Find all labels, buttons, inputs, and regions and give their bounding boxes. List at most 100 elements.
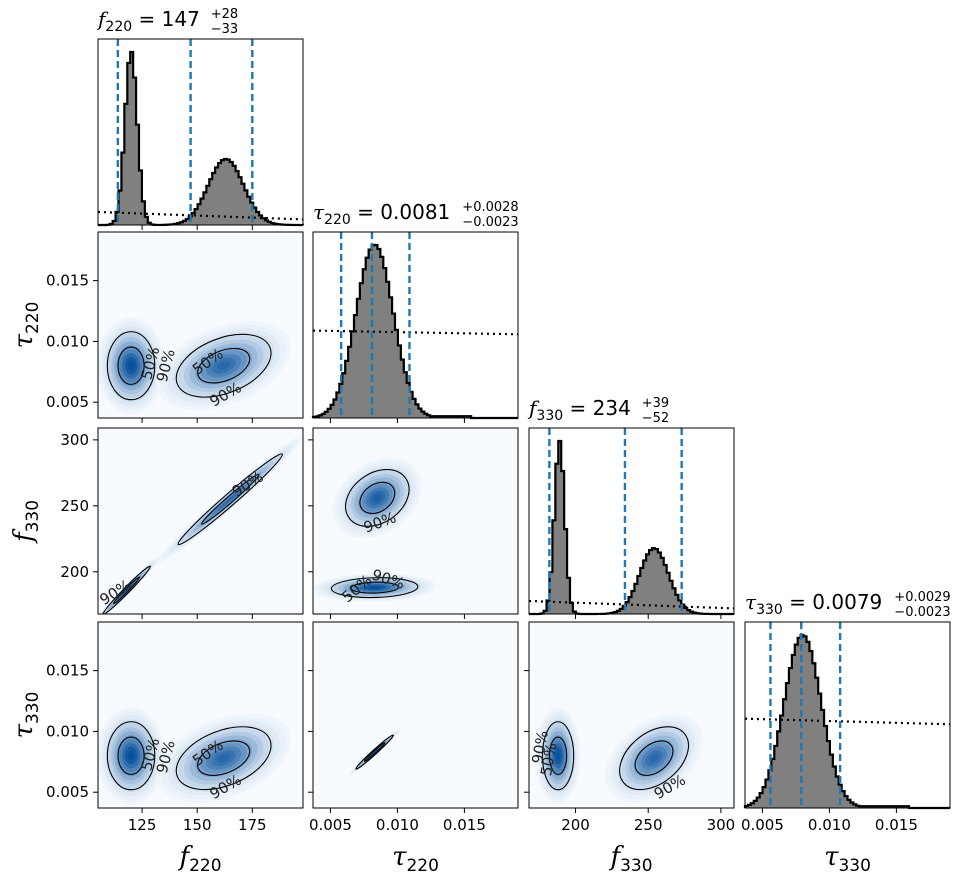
panel-title-err-plus: +0.0029: [894, 590, 950, 605]
histogram-fill: [313, 245, 518, 418]
y-axis-label-tau330: τ330: [9, 692, 43, 739]
x-tick-label: 0.015: [443, 816, 486, 834]
contour-label: 50%: [537, 741, 561, 777]
histogram-f330: [528, 428, 735, 616]
x-tick-label: 300: [707, 816, 736, 834]
density-blob: [156, 713, 291, 803]
density-blob: [98, 707, 165, 804]
density-blob: [98, 317, 165, 414]
density-level: [555, 750, 561, 761]
x-tick-label: 200: [561, 816, 590, 834]
density-level: [123, 586, 130, 594]
y-tick-label: 0.015: [46, 272, 89, 290]
y-tick-label: 0.010: [46, 332, 89, 350]
y-tick-label: 0.015: [46, 662, 89, 680]
histogram-outline: [743, 633, 950, 810]
contour-50: [113, 576, 141, 605]
x-axis-label-f220: f220: [177, 842, 221, 876]
density-blob: [313, 573, 436, 602]
x-tick-label: 0.010: [808, 816, 851, 834]
density-panel-f330-vs-tau220: [313, 428, 518, 614]
panel-frame: [744, 621, 951, 809]
y-axis-label-tau220: τ220: [9, 302, 43, 349]
contour-90: [102, 565, 151, 614]
contour-label: 90%: [528, 729, 552, 765]
histogram-outline: [311, 243, 518, 420]
contour-90: [330, 577, 419, 599]
prior-curve: [97, 210, 304, 221]
histogram-fill: [745, 635, 950, 808]
panel-frame: [97, 427, 304, 615]
contour-90: [175, 726, 272, 791]
panel-frame: [528, 427, 735, 615]
panel-title-err-minus: −0.0023: [894, 605, 950, 620]
panel-frame: [312, 231, 519, 419]
contour-90: [345, 469, 410, 527]
panel-title-err-plus: +39: [642, 396, 669, 411]
density-blob: [605, 713, 703, 803]
x-tick-label: 150: [183, 816, 212, 834]
panel-title-tau220: τ220 = 0.0081: [313, 200, 450, 228]
density-blob: [535, 707, 581, 804]
y-tick-label: 300: [60, 431, 89, 449]
panel-frame: [312, 427, 519, 615]
y-tick-label: 0.005: [46, 783, 89, 801]
contour-50: [363, 742, 386, 762]
contour-90: [106, 721, 156, 791]
density-level: [649, 753, 659, 763]
x-tick-label: 0.010: [376, 816, 419, 834]
contour-50: [117, 346, 145, 385]
contour-50: [117, 736, 145, 775]
density-level: [217, 361, 231, 371]
histogram-outline: [98, 50, 305, 227]
x-tick-label: 250: [634, 816, 663, 834]
x-axis-label-tau330: τ330: [824, 842, 871, 876]
y-axis-label-f330: f330: [9, 500, 43, 544]
density-panel-f330-vs-f220: [98, 428, 303, 614]
density-level: [127, 750, 135, 761]
x-tick-label: 0.005: [741, 816, 784, 834]
density-level: [372, 493, 382, 502]
histogram-f220: [97, 39, 305, 227]
density-level: [127, 360, 135, 371]
density-panel-tau330-vs-tau220: [313, 622, 518, 808]
x-tick-label: 0.015: [875, 816, 918, 834]
density-blob: [156, 321, 291, 411]
histogram-fill: [529, 441, 734, 614]
prior-curve: [312, 329, 519, 336]
panel-frame: [97, 621, 304, 809]
x-tick-label: 0.005: [309, 816, 352, 834]
histogram-outline: [529, 439, 734, 616]
density-level: [372, 749, 378, 755]
panel-title-f330: f330 = 234: [527, 396, 631, 424]
contour-50: [548, 736, 568, 775]
density-blob: [332, 457, 423, 539]
panel-background: [313, 622, 518, 808]
density-panel-tau330-vs-f330: [529, 622, 734, 808]
histogram-tau330: [743, 622, 951, 810]
panel-frame: [97, 231, 304, 419]
contour-90: [106, 331, 156, 401]
contour-50: [634, 740, 674, 776]
panel-title-err-minus: −33: [211, 22, 238, 37]
contour-90: [175, 333, 272, 398]
panel-title-err-minus: −52: [642, 411, 669, 426]
x-tick-label: 175: [238, 816, 267, 834]
density-blob: [348, 727, 402, 777]
y-tick-label: 0.010: [46, 722, 89, 740]
panel-title-err-plus: +28: [211, 7, 238, 22]
x-tick-label: 125: [128, 816, 157, 834]
y-tick-label: 200: [60, 563, 89, 581]
density-panel-tau330-vs-f220: [98, 622, 303, 808]
panel-title-tau330: τ330 = 0.0079: [745, 590, 882, 618]
density-level: [222, 492, 238, 506]
prior-curve: [528, 599, 735, 610]
density-level: [368, 586, 381, 590]
histogram-tau220: [311, 232, 519, 420]
contour-90: [541, 721, 575, 791]
contour-90: [177, 453, 283, 546]
contour-50: [359, 481, 396, 515]
density-blob: [156, 434, 303, 564]
panel-title-err-plus: +0.0028: [462, 200, 518, 215]
